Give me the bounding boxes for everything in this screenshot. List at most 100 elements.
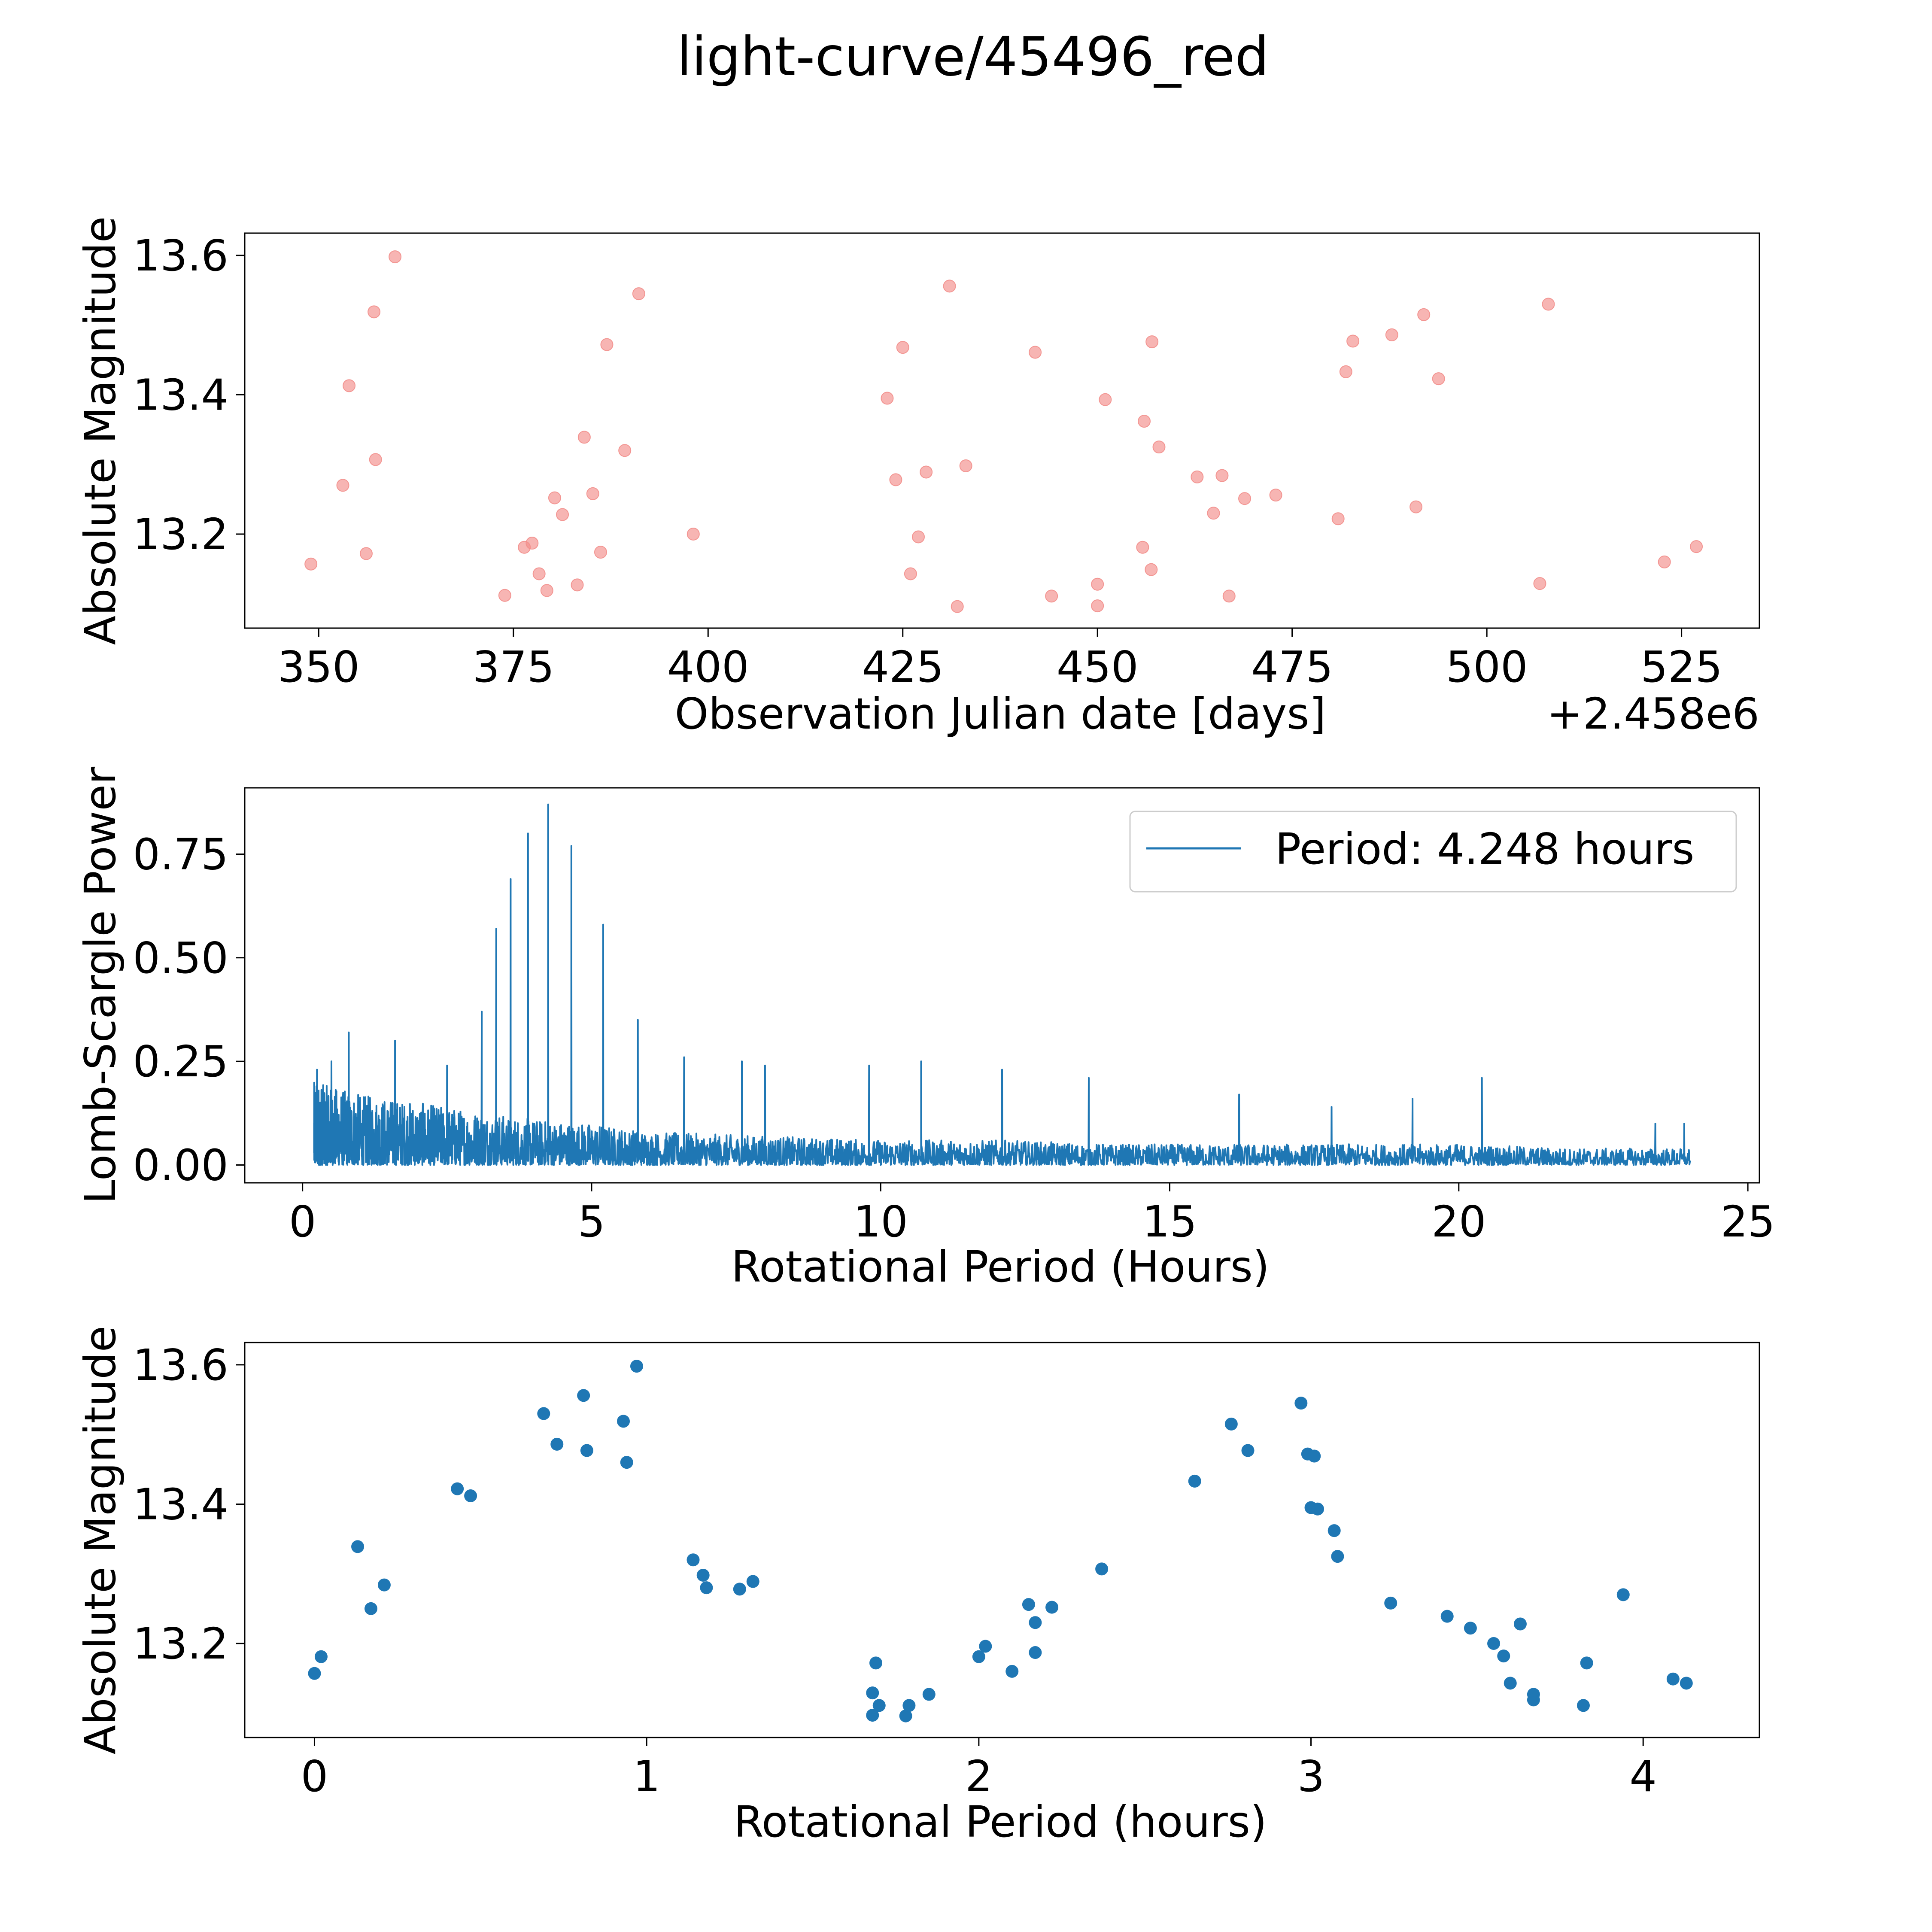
raw-data-point xyxy=(943,279,956,293)
raw-data-point xyxy=(1542,298,1555,311)
x-tick-label: 350 xyxy=(278,642,360,692)
raw-data-point xyxy=(1238,492,1252,505)
raw-data-point xyxy=(896,341,909,354)
legend-label: Period: 4.248 hours xyxy=(1275,824,1695,874)
x-tick-label: 0 xyxy=(289,1197,316,1247)
panel-phase-folded: 0 1 2 3 4 13.2 13.4 13.6 Rotational Period (ho… xyxy=(75,1326,1760,1847)
x-tick-label: 3 xyxy=(1297,1751,1325,1801)
raw-x-offset-label: +2.458e6 xyxy=(1547,689,1759,739)
raw-data-point xyxy=(586,487,599,500)
y-tick-label: 13.4 xyxy=(133,1479,228,1529)
folded-data-point xyxy=(866,1686,879,1700)
raw-data-point xyxy=(1346,334,1360,348)
raw-data-point xyxy=(1029,346,1042,359)
raw-data-point xyxy=(1045,589,1058,603)
panel-periodogram: 0 5 10 15 20 25 0.00 0.25 0.50 0.75 Rotational P… xyxy=(75,766,1775,1292)
raw-data-point xyxy=(1331,512,1345,526)
raw-data-point xyxy=(1410,500,1423,513)
raw-points-layer xyxy=(304,250,1703,613)
folded-data-point xyxy=(902,1699,916,1712)
raw-data-point xyxy=(959,459,972,472)
folded-data-point xyxy=(314,1650,328,1663)
x-tick-label: 400 xyxy=(667,642,749,692)
raw-data-point xyxy=(1215,469,1229,482)
folded-axes-frame xyxy=(244,1342,1760,1738)
raw-data-point xyxy=(548,491,561,504)
periodogram-y-ticks: 0.00 0.25 0.50 0.75 xyxy=(133,829,245,1190)
x-tick-label: 375 xyxy=(472,642,554,692)
raw-data-point xyxy=(1533,577,1546,590)
raw-data-point xyxy=(618,444,632,457)
folded-data-point xyxy=(351,1540,365,1553)
folded-data-point xyxy=(1095,1562,1109,1576)
folded-data-point xyxy=(1497,1649,1510,1663)
raw-data-point xyxy=(1145,335,1159,349)
folded-data-point xyxy=(746,1575,759,1588)
raw-data-point xyxy=(912,530,925,544)
raw-data-point xyxy=(1091,599,1104,613)
folded-data-point xyxy=(979,1640,992,1653)
raw-data-point xyxy=(1269,489,1282,502)
folded-data-point xyxy=(1384,1596,1397,1610)
folded-x-ticks: 0 1 2 3 4 xyxy=(301,1738,1657,1801)
folded-y-ticks: 13.2 13.4 13.6 xyxy=(133,1340,245,1669)
periodogram-x-axis-label: Rotational Period (Hours) xyxy=(731,1242,1270,1292)
folded-data-point xyxy=(1580,1656,1593,1670)
folded-data-point xyxy=(869,1656,882,1670)
raw-data-point xyxy=(1138,415,1151,428)
folded-data-point xyxy=(1005,1665,1019,1678)
x-tick-label: 15 xyxy=(1142,1197,1197,1247)
folded-data-point xyxy=(1680,1677,1693,1690)
y-tick-label: 0.50 xyxy=(133,933,228,983)
raw-data-point xyxy=(881,392,894,405)
x-tick-label: 500 xyxy=(1446,642,1528,692)
raw-data-point xyxy=(1339,365,1352,378)
folded-data-point xyxy=(972,1650,985,1663)
y-tick-label: 0.25 xyxy=(133,1036,228,1087)
raw-axes-frame xyxy=(244,232,1760,629)
raw-data-point xyxy=(1222,589,1236,603)
folded-data-point xyxy=(537,1407,550,1420)
x-tick-label: 4 xyxy=(1629,1751,1657,1801)
raw-data-point xyxy=(951,600,964,613)
periodogram-y-axis-label: Lomb-Scargle Power xyxy=(75,766,125,1204)
y-tick-label: 13.6 xyxy=(133,1340,228,1390)
folded-data-point xyxy=(365,1602,377,1615)
y-tick-label: 13.6 xyxy=(133,231,228,281)
folded-data-point xyxy=(1666,1672,1680,1686)
folded-data-point xyxy=(1577,1699,1590,1712)
folded-data-point xyxy=(550,1437,564,1451)
raw-data-point xyxy=(498,589,511,602)
x-tick-label: 0 xyxy=(301,1751,328,1801)
folded-data-point xyxy=(687,1553,700,1567)
raw-data-point xyxy=(1207,507,1220,520)
folded-data-point xyxy=(308,1667,321,1680)
folded-data-point xyxy=(1331,1550,1344,1563)
raw-data-point xyxy=(359,547,373,560)
raw-y-ticks: 13.2 13.4 13.6 xyxy=(133,231,245,559)
raw-data-point xyxy=(632,287,645,301)
x-tick-label: 525 xyxy=(1640,642,1722,692)
folded-data-point xyxy=(899,1709,912,1722)
x-tick-label: 450 xyxy=(1057,642,1139,692)
folded-data-point xyxy=(700,1581,713,1595)
raw-data-point xyxy=(1152,440,1166,454)
folded-data-point xyxy=(1527,1693,1540,1707)
folded-data-point xyxy=(1029,1616,1042,1629)
raw-data-point xyxy=(532,567,546,580)
folded-data-point xyxy=(1311,1502,1324,1516)
raw-data-point xyxy=(1099,393,1112,406)
folded-data-point xyxy=(1464,1622,1477,1635)
x-tick-label: 25 xyxy=(1720,1197,1775,1247)
raw-data-point xyxy=(904,567,917,580)
folded-data-point xyxy=(696,1568,710,1582)
raw-data-point xyxy=(526,537,539,550)
raw-data-point xyxy=(1658,555,1671,568)
folded-data-point xyxy=(922,1688,936,1701)
x-tick-label: 475 xyxy=(1251,642,1333,692)
folded-data-point xyxy=(866,1709,879,1722)
folded-data-point xyxy=(1241,1444,1255,1457)
raw-data-point xyxy=(600,338,614,351)
x-tick-label: 5 xyxy=(578,1197,605,1247)
